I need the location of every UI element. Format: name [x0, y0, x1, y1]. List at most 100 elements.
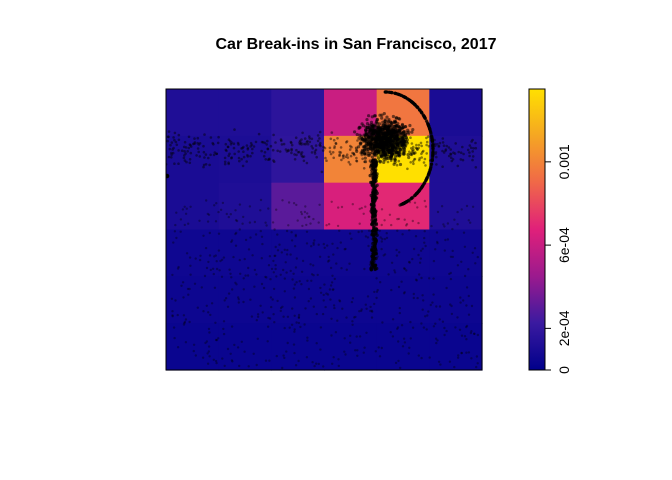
incident-point: [375, 118, 379, 122]
incident-point: [193, 282, 197, 285]
incident-point: [235, 219, 239, 223]
incident-point: [415, 143, 418, 147]
incident-point: [419, 110, 423, 114]
incident-point: [208, 331, 211, 334]
incident-point: [451, 255, 454, 259]
incident-point: [369, 165, 373, 169]
incident-point: [294, 233, 297, 237]
incident-point: [166, 173, 170, 179]
incident-point: [403, 125, 407, 129]
incident-point: [259, 229, 262, 233]
incident-point: [312, 243, 315, 246]
incident-point: [272, 259, 275, 263]
incident-point: [315, 362, 318, 365]
incident-point: [345, 316, 348, 319]
incident-point: [474, 262, 477, 265]
incident-point: [395, 130, 398, 134]
incident-point: [448, 272, 451, 276]
incident-point: [326, 260, 330, 263]
incident-point: [332, 253, 335, 256]
incident-point: [368, 131, 372, 135]
incident-point: [362, 139, 366, 143]
incident-point: [212, 272, 215, 276]
incident-point: [410, 130, 414, 134]
incident-point: [378, 122, 382, 126]
incident-point: [176, 313, 179, 317]
incident-point: [256, 315, 260, 318]
incident-point: [403, 218, 406, 221]
incident-point: [246, 274, 250, 277]
incident-point: [428, 159, 432, 162]
incident-point: [276, 233, 279, 236]
incident-point: [282, 142, 286, 146]
incident-point: [461, 145, 464, 149]
incident-point: [471, 158, 474, 162]
incident-point: [214, 254, 217, 257]
incident-point: [372, 140, 376, 145]
incident-point: [324, 156, 327, 160]
incident-point: [215, 260, 218, 263]
incident-point: [397, 217, 401, 221]
incident-point: [370, 180, 374, 185]
incident-point: [452, 151, 455, 154]
incident-point: [466, 148, 470, 152]
plot-frame: [165, 88, 483, 371]
incident-point: [206, 352, 209, 355]
incident-point: [230, 156, 233, 159]
incident-point: [231, 360, 234, 363]
incident-point: [411, 148, 415, 152]
incident-point: [241, 222, 244, 225]
incident-point: [179, 218, 183, 221]
incident-point: [349, 144, 352, 148]
incident-point: [428, 277, 431, 280]
incident-point: [192, 142, 195, 146]
incident-point: [281, 305, 284, 308]
incident-point: [450, 159, 454, 163]
incident-point: [255, 363, 258, 367]
incident-point: [217, 210, 220, 214]
incident-point: [229, 352, 232, 355]
incident-point: [387, 273, 390, 276]
incident-point: [394, 116, 398, 120]
incident-point: [209, 136, 213, 139]
incident-point: [280, 139, 283, 143]
incident-point: [287, 224, 290, 227]
incident-point: [413, 201, 417, 204]
incident-point: [185, 160, 188, 164]
incident-point: [217, 249, 221, 252]
incident-point: [269, 144, 273, 148]
incident-point: [376, 156, 381, 160]
incident-point: [382, 254, 385, 257]
incident-point: [438, 141, 442, 145]
incident-point: [183, 223, 186, 227]
incident-point: [242, 145, 245, 149]
incident-point: [423, 199, 426, 203]
incident-point: [323, 283, 326, 286]
incident-point: [402, 201, 406, 205]
incident-point: [403, 267, 406, 271]
incident-point: [435, 305, 438, 308]
incident-point: [182, 323, 186, 326]
incident-point: [189, 273, 192, 276]
incident-point: [215, 152, 218, 156]
incident-point: [433, 138, 436, 142]
incident-point: [369, 145, 373, 149]
incident-point: [362, 351, 365, 354]
incident-point: [379, 281, 382, 284]
incident-point: [246, 153, 249, 157]
incident-point: [172, 146, 175, 150]
incident-point: [390, 152, 395, 156]
incident-point: [253, 268, 257, 272]
incident-point: [335, 262, 338, 265]
incident-point: [365, 122, 370, 126]
incident-point: [175, 143, 179, 147]
incident-point: [432, 325, 436, 328]
incident-point: [422, 299, 425, 302]
incident-point: [472, 147, 475, 150]
incident-point: [395, 248, 398, 252]
incident-point: [293, 328, 296, 331]
incident-point: [460, 351, 463, 355]
incident-point: [234, 232, 237, 236]
incident-point: [367, 244, 370, 248]
incident-point: [401, 233, 404, 236]
